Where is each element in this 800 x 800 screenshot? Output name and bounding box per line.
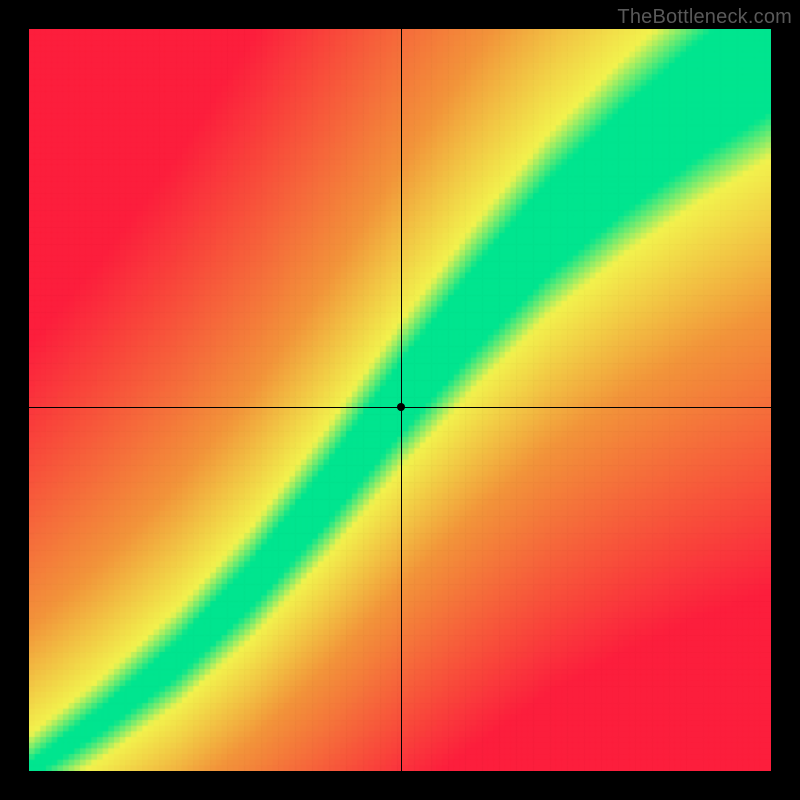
attribution-label: TheBottleneck.com xyxy=(617,6,792,29)
bottleneck-heatmap xyxy=(29,29,771,771)
crosshair-vertical xyxy=(401,29,402,771)
crosshair-marker xyxy=(397,403,405,411)
